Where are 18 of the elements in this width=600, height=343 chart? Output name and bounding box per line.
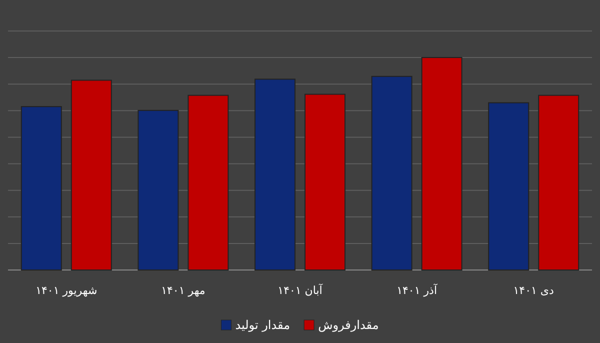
bar — [70, 80, 112, 270]
bar — [538, 94, 580, 270]
x-tick-label: آذر ۱۴۰۱ — [396, 283, 438, 297]
bar — [371, 76, 412, 270]
legend-label: مقدارفروش — [318, 318, 379, 332]
x-tick-label: دی ۱۴۰۱ — [513, 284, 554, 297]
x-tick-label: آبان ۱۴۰۱ — [278, 283, 324, 297]
legend: مقدار تولید مقدارفروش — [220, 318, 379, 332]
bar — [421, 57, 462, 270]
bar — [138, 110, 179, 270]
bar — [188, 94, 229, 270]
bar — [20, 106, 62, 270]
x-tick-label: شهریور ۱۴۰۱ — [36, 284, 98, 297]
legend-label: مقدار تولید — [235, 318, 290, 332]
bar — [254, 78, 296, 270]
x-tick-label: مهر ۱۴۰۱ — [161, 284, 206, 297]
bar — [304, 94, 346, 270]
bar — [488, 102, 530, 270]
